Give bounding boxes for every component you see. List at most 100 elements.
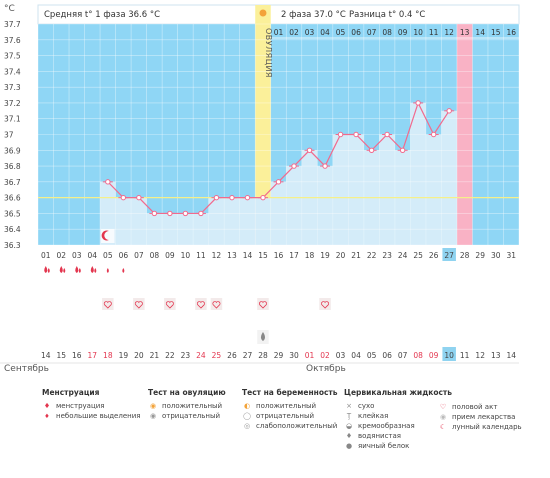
temperature-column: [348, 134, 364, 245]
calendar-date-label: 07: [398, 351, 408, 360]
heart-cell: [102, 298, 114, 310]
temperature-column: [410, 102, 426, 245]
egg-white-icon: ●: [345, 442, 353, 450]
legend-item-dry: × сухо: [344, 401, 452, 411]
legend-item-watery: ♦ водянистая: [344, 431, 452, 441]
calendar-date-label: 05: [367, 351, 377, 360]
temperature-column: [317, 166, 333, 245]
legend-other: ♡ половой акт ◉ прием лекарства ☾ лунный ка…: [438, 402, 522, 432]
calendar-date-label: 24: [196, 351, 206, 360]
heart-cell: [210, 298, 223, 310]
cycle-day-label: 19: [320, 251, 330, 260]
y-tick-label: 36.3: [4, 241, 21, 250]
cycle-day-label: 30: [491, 251, 501, 260]
pink-header-cell: [456, 24, 473, 38]
calendar-date-label: 26: [227, 351, 237, 360]
phase2-day-label: 05: [336, 28, 346, 37]
temperature-point: [306, 147, 313, 153]
temperature-column: [255, 197, 271, 245]
calendar-date-label: 13: [491, 351, 501, 360]
bbt-chart: ОВУЛЯЦИЯ 01 02 03 04 05 06 07 08 09 10 11 12 13 14 15 16…: [0, 4, 520, 364]
legend: Менструация ♦ менструация ♦ небольшие выде…: [0, 388, 550, 478]
legend-label: водянистая: [358, 432, 402, 440]
y-tick-label: 37.6: [4, 36, 21, 45]
temperature-point: [368, 147, 375, 153]
calendar-date-label: 10: [444, 351, 454, 360]
small-drop-icon: ♦: [44, 413, 50, 420]
grid: [0, 23, 520, 364]
phase2-day-label: 01: [274, 28, 284, 37]
legend-item-creamy: ◒ кремообразная: [344, 421, 452, 431]
y-tick-label: 37.4: [4, 67, 21, 76]
heart-icon: ♡: [439, 403, 447, 411]
y-tick-label: 36.9: [4, 146, 21, 155]
temperature-column: [286, 166, 302, 245]
pregnancy-negative-icon: ◯: [243, 412, 251, 420]
cycle-day-label: 06: [119, 251, 129, 260]
y-tick-label: 37.1: [4, 115, 21, 124]
phase2-day-label: 15: [491, 28, 501, 37]
temperature-point: [229, 194, 235, 201]
heart-icon: [321, 301, 330, 309]
legend-label: положительный: [256, 402, 317, 410]
moon-icon: [101, 230, 109, 241]
temperature-column: [131, 197, 147, 245]
legend-item-menstruation: ♦ менструация: [42, 401, 141, 411]
legend-label: сухо: [358, 402, 375, 410]
calendar-date-label: 04: [351, 351, 361, 360]
temperature-point: [151, 210, 158, 217]
cycle-day-label: 24: [398, 251, 408, 260]
phase2-day-label: 11: [429, 28, 439, 37]
date-highlight: [442, 347, 456, 361]
drop-icon: [90, 266, 94, 273]
legend-label: половой акт: [452, 403, 498, 411]
header-phase1: Средняя t° 1 фаза 36.6 °C: [44, 10, 160, 20]
heart-icon: [259, 301, 267, 309]
calendar-date-label: 19: [119, 351, 129, 360]
temperature-point: [136, 194, 142, 201]
temperature-column: [208, 197, 225, 245]
legend-pregnancy-title: Тест на беременность: [242, 388, 338, 397]
phase2-day-label: 12: [444, 28, 454, 37]
cycle-day-label: 18: [305, 251, 315, 260]
day-highlight: [442, 248, 456, 261]
legend-menstruation: Менструация ♦ менструация ♦ небольшие выде…: [42, 388, 141, 421]
phase2-day-label: 10: [413, 28, 423, 37]
legend-label: слабоположительный: [256, 422, 338, 430]
y-tick-label: 36.8: [4, 162, 21, 171]
drop-icon: [44, 266, 48, 273]
legend-item-intercourse: ♡ половой акт: [438, 402, 522, 412]
cycle-day-label: 25: [413, 251, 423, 260]
legend-label: отрицательный: [162, 412, 221, 420]
calendar-date-label: 27: [243, 351, 253, 360]
sticky-icon: Ţ: [346, 412, 352, 420]
y-tick-label: 36.5: [4, 209, 21, 218]
calendar-date-label: 14: [41, 351, 51, 360]
drop-icon: [47, 268, 50, 273]
heart-icon: [196, 301, 205, 309]
cycle-day-label: 20: [336, 251, 346, 260]
header-phase2: 2 фаза 37.0 °C: [281, 10, 346, 20]
symptom-icons: [44, 9, 331, 344]
cycle-day-label: 12: [212, 251, 222, 260]
phase2-day-label: 06: [351, 28, 361, 37]
cycle-day-label: 16: [274, 251, 284, 260]
legend-item-moon: ☾ лунный календарь: [438, 422, 522, 432]
temperature-column: [441, 110, 457, 245]
legend-item-pregnancy-positive: ◐ положительный: [242, 401, 338, 411]
calendar-date-label: 30: [289, 351, 299, 360]
cycle-day-label: 03: [72, 251, 82, 260]
cycle-day-label: 14: [243, 251, 253, 260]
temperature-point: [337, 131, 344, 138]
calendar-date-label: 01: [305, 351, 315, 360]
cycle-day-label: 27: [444, 251, 454, 260]
legend-label: лунный календарь: [452, 423, 522, 431]
temperature-point: [384, 131, 390, 138]
small-drop-icon: [122, 268, 125, 273]
legend-item-egg-white: ● яичный белок: [344, 441, 452, 451]
temperature-points: [102, 100, 455, 217]
creamy-icon: ◒: [345, 422, 353, 430]
y-tick-label: 37.5: [4, 52, 21, 61]
y-tick-label: 36.6: [4, 194, 21, 203]
